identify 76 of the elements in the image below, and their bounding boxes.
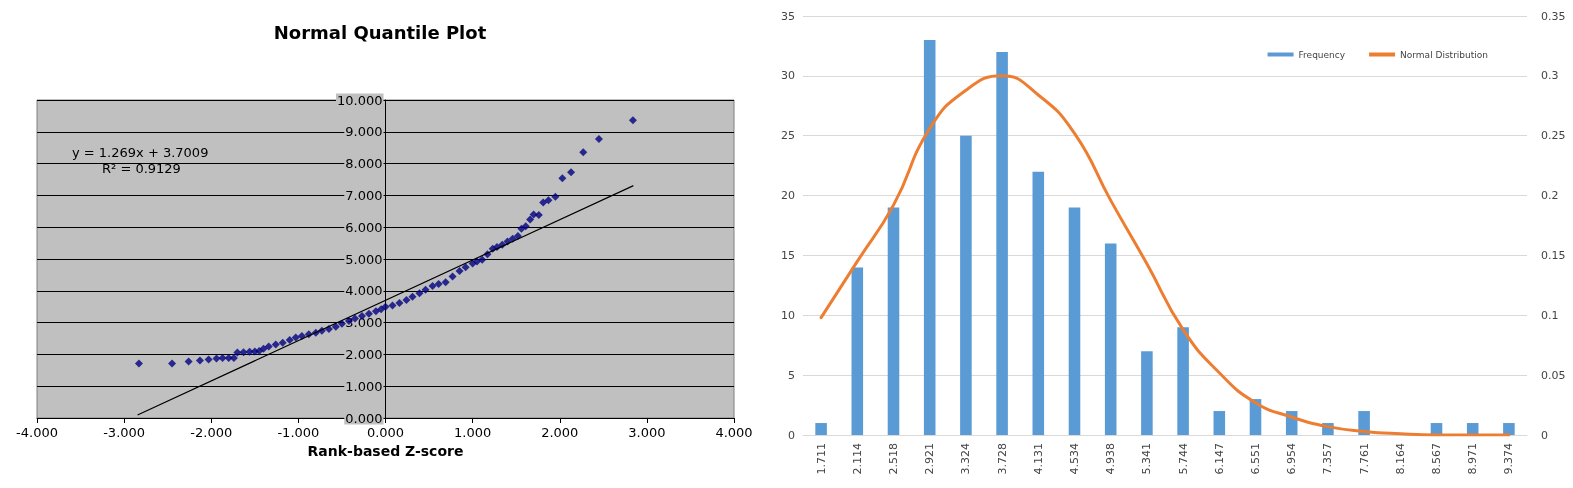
y-tick-label: 10.000	[337, 92, 383, 108]
x-tick-label: 2.518	[887, 443, 900, 475]
x-tick-label: 2.114	[850, 443, 864, 475]
legend-label: Frequency	[1298, 49, 1346, 60]
x-tick-label: 5.744	[1176, 443, 1190, 475]
x-tick-label: -4.000	[16, 425, 58, 440]
y2-tick-label: 0.05	[1541, 368, 1566, 382]
bar	[1032, 171, 1045, 435]
bar	[960, 135, 972, 435]
y-tick-label: 6.000	[345, 219, 383, 235]
y2-tick-label: 0.35	[1541, 9, 1566, 23]
y-tick-label: 3.000	[345, 315, 383, 331]
bar	[1213, 411, 1226, 435]
y2-tick-label: 0	[1541, 428, 1548, 442]
bar	[1068, 207, 1081, 435]
bar	[887, 207, 900, 435]
x-tick-label: 4.131	[1031, 443, 1045, 475]
bar	[1104, 243, 1117, 435]
y-tick-label: 5.000	[345, 251, 383, 267]
x-tick-label: 8.164	[1393, 443, 1407, 475]
bar	[1141, 351, 1153, 435]
y-tick-label: 0	[788, 428, 795, 442]
x-tick-label: 3.000	[628, 425, 666, 440]
x-tick-label: 3.324	[959, 443, 973, 475]
y2-tick-label: 0.25	[1541, 129, 1566, 143]
x-tick-label: 2.921	[923, 443, 937, 475]
bar	[996, 51, 1008, 435]
y-tick-label: 20	[781, 189, 795, 203]
y-tick-label: 4.000	[345, 283, 383, 299]
x-tick-label: -3.000	[103, 425, 146, 440]
x-tick-label: 4.534	[1068, 443, 1081, 475]
y-tick-label: 30	[781, 69, 795, 83]
line-series	[819, 74, 1511, 437]
x-tick-label: 8.971	[1466, 443, 1480, 475]
x-tick-label: 4.000	[715, 425, 753, 440]
y-tick-label: 0.000	[345, 410, 383, 426]
bar	[851, 267, 864, 435]
x-tick-label: 9.374	[1502, 443, 1516, 475]
x-tick-label: -2.000	[190, 425, 233, 440]
bar	[923, 39, 936, 435]
x-tick-label: 6.147	[1212, 443, 1226, 475]
x-tick-label: 0.000	[366, 425, 405, 440]
bar	[1503, 423, 1515, 435]
x-tick-label: 1.711	[814, 443, 828, 475]
x-tick-label: 1.000	[454, 425, 492, 440]
bar	[1177, 327, 1189, 435]
y-tick-label: 15	[781, 248, 795, 262]
y-tick-label: 7.000	[345, 187, 383, 203]
annotation: y = 1.269x + 3.7009	[72, 145, 209, 160]
annotation: R² = 0.9129	[102, 161, 181, 176]
y-tick-label: 35	[781, 9, 795, 23]
x-tick-label: 7.761	[1357, 443, 1371, 475]
x-tick-label: 6.954	[1285, 443, 1299, 475]
bar	[815, 423, 827, 435]
chart-title: Normal Quantile Plot	[273, 21, 487, 43]
x-tick-label: 7.357	[1321, 443, 1335, 475]
y2-tick-label: 0.15	[1541, 248, 1566, 262]
x-axis-title: Rank-based Z-score	[307, 442, 464, 459]
y-tick-label: 10	[781, 308, 795, 322]
y2-tick-label: 0.3	[1541, 69, 1559, 83]
y-tick-label: 25	[781, 129, 795, 143]
x-tick-label: 5.341	[1140, 443, 1154, 475]
x-tick-label: 3.728	[995, 443, 1009, 475]
y-tick-label: 9.000	[345, 124, 383, 140]
x-tick-label: 4.938	[1104, 443, 1118, 475]
x-tick-label: 2.000	[541, 425, 579, 440]
y2-tick-label: 0.2	[1541, 189, 1559, 203]
y2-tick-label: 0.1	[1541, 308, 1559, 322]
y-tick-label: 1.000	[345, 378, 383, 394]
y-tick-label: 2.000	[345, 346, 383, 362]
x-tick-label: 6.551	[1249, 443, 1262, 475]
y-tick-label: 8.000	[345, 156, 383, 172]
y-tick-label: 5	[788, 368, 795, 382]
x-tick-label: -1.000	[277, 425, 320, 440]
legend-label: Normal Distribution	[1400, 49, 1489, 60]
x-tick-label: 8.567	[1430, 443, 1443, 475]
